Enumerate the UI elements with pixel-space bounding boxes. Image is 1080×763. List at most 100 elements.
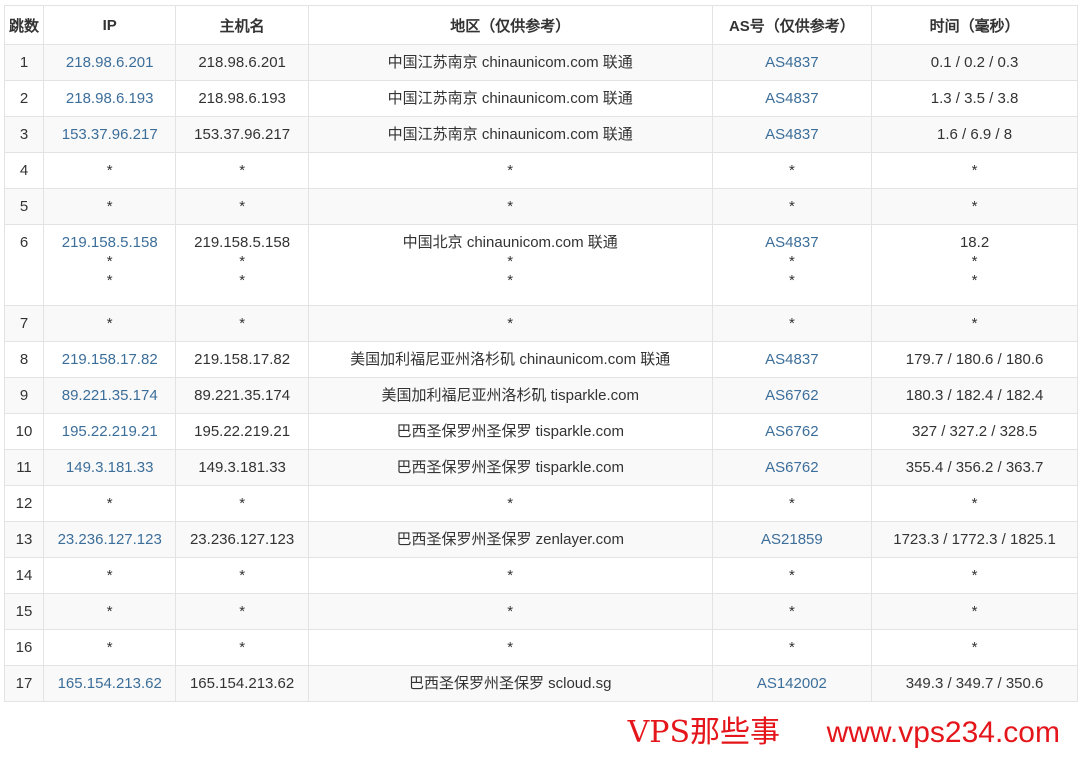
- as-value: *: [788, 603, 795, 620]
- ip-link[interactable]: 23.236.127.123: [57, 531, 162, 548]
- region-value: *: [507, 567, 514, 584]
- table-row: 4 * * * * *: [4, 152, 1078, 189]
- ip-link[interactable]: 149.3.181.33: [65, 459, 154, 476]
- time-cell: 327 / 327.2 / 328.5: [871, 413, 1078, 450]
- region-cell: *: [307, 152, 713, 189]
- region-cell: 美国加利福尼亚州洛杉矶 tisparkle.com: [307, 377, 713, 414]
- region-value: *: [507, 198, 514, 215]
- as-cell: *: [711, 188, 873, 225]
- as-link[interactable]: AS21859: [761, 531, 823, 548]
- table-row: 16 * * * * *: [4, 629, 1078, 666]
- as-link[interactable]: AS6762: [765, 459, 819, 476]
- ip-link[interactable]: 153.37.96.217: [61, 126, 158, 143]
- time-value: *: [971, 495, 978, 512]
- host-cell: *: [175, 593, 309, 630]
- time-value: 179.7 / 180.6 / 180.6: [905, 351, 1044, 368]
- hop-cell: 15: [4, 593, 44, 630]
- hop-cell: 14: [4, 557, 44, 594]
- watermark-url: www.vps234.com: [826, 716, 1060, 749]
- ip-link[interactable]: 218.98.6.193: [65, 90, 154, 107]
- as-link[interactable]: AS4837: [765, 234, 819, 251]
- as-link[interactable]: AS4837: [765, 126, 819, 143]
- as-value: *: [788, 495, 795, 512]
- host-value: *: [239, 567, 246, 584]
- watermark-logo: VPS那些事: [627, 715, 780, 750]
- ip-value: *: [106, 603, 113, 620]
- host-value: 149.3.181.33: [198, 459, 286, 476]
- host-value: *: [239, 162, 246, 179]
- as-value: *: [788, 162, 795, 179]
- ip-cell: 153.37.96.217: [42, 116, 177, 153]
- time-value: 355.4 / 356.2 / 363.7: [905, 459, 1044, 476]
- host-value: 23.236.127.123: [189, 531, 295, 548]
- host-cell: 153.37.96.217: [175, 116, 309, 153]
- as-link[interactable]: AS4837: [765, 54, 819, 71]
- time-cell: *: [871, 188, 1078, 225]
- table-row: 3 153.37.96.217 153.37.96.217 中国江苏南京 chinau…: [4, 116, 1078, 153]
- as-link[interactable]: AS6762: [765, 423, 819, 440]
- as-link[interactable]: AS6762: [765, 387, 819, 404]
- table-row: 9 89.221.35.174 89.221.35.174 美国加利福尼亚州洛杉矶 t…: [4, 377, 1078, 414]
- header-time: 时间（毫秒）: [871, 5, 1078, 45]
- ip-value: *: [106, 162, 113, 179]
- host-cell: 149.3.181.33: [175, 449, 309, 486]
- region-cell: 巴西圣保罗州圣保罗 tisparkle.com: [307, 449, 713, 486]
- ip-cell: 165.154.213.62: [42, 665, 177, 702]
- hop-cell: 2: [4, 80, 44, 117]
- hop-cell: 3: [4, 116, 44, 153]
- region-cell: 美国加利福尼亚州洛杉矶 chinaunicom.com 联通: [307, 341, 713, 378]
- time-cell: 180.3 / 182.4 / 182.4: [871, 377, 1078, 414]
- host-value: 153.37.96.217: [194, 126, 291, 143]
- time-cell: *: [871, 629, 1078, 666]
- ip-value: *: [106, 198, 113, 215]
- ip-link[interactable]: 218.98.6.201: [65, 54, 154, 71]
- as-link[interactable]: AS142002: [756, 675, 827, 692]
- ip-cell: 89.221.35.174: [42, 377, 177, 414]
- hop-cell: 11: [4, 449, 44, 486]
- host-value: *: [239, 495, 246, 512]
- header-hostname: 主机名: [175, 5, 309, 45]
- as-cell: *: [711, 305, 873, 342]
- time-value: 327 / 327.2 / 328.5: [912, 423, 1038, 440]
- host-value: *: [239, 272, 246, 289]
- as-cell: AS6762: [711, 449, 873, 486]
- region-value: 巴西圣保罗州圣保罗 scloud.sg: [408, 675, 612, 692]
- as-link[interactable]: AS4837: [765, 90, 819, 107]
- host-cell: *: [175, 485, 309, 522]
- time-value: 1723.3 / 1772.3 / 1825.1: [893, 531, 1056, 548]
- time-value: 18.2: [959, 234, 990, 251]
- header-hop: 跳数: [4, 5, 44, 45]
- ip-value: *: [106, 272, 113, 289]
- as-cell: AS21859: [711, 521, 873, 558]
- hop-cell: 8: [4, 341, 44, 378]
- region-cell: 中国江苏南京 chinaunicom.com 联通: [307, 44, 713, 81]
- host-value: 218.98.6.201: [198, 54, 286, 71]
- ip-link[interactable]: 165.154.213.62: [57, 675, 162, 692]
- host-value: *: [239, 603, 246, 620]
- ip-cell: *: [42, 188, 177, 225]
- time-cell: 179.7 / 180.6 / 180.6: [871, 341, 1078, 378]
- region-cell: *: [307, 557, 713, 594]
- as-link[interactable]: AS4837: [765, 351, 819, 368]
- as-value: *: [788, 315, 795, 332]
- hop-cell: 6: [4, 224, 44, 306]
- ip-link[interactable]: 219.158.17.82: [61, 351, 158, 368]
- ip-link[interactable]: 89.221.35.174: [61, 387, 158, 404]
- host-cell: *: [175, 188, 309, 225]
- hop-cell: 4: [4, 152, 44, 189]
- time-value: *: [971, 639, 978, 656]
- header-as: AS号（仅供参考）: [711, 5, 873, 45]
- host-value: *: [239, 253, 246, 270]
- hop-cell: 1: [4, 44, 44, 81]
- as-cell: AS6762: [711, 413, 873, 450]
- as-cell: *: [711, 629, 873, 666]
- host-cell: 195.22.219.21: [175, 413, 309, 450]
- time-value: 1.6 / 6.9 / 8: [937, 126, 1013, 143]
- as-value: *: [788, 567, 795, 584]
- region-value: *: [507, 495, 514, 512]
- ip-link[interactable]: 195.22.219.21: [61, 423, 158, 440]
- ip-link[interactable]: 219.158.5.158: [61, 234, 158, 251]
- host-cell: 89.221.35.174: [175, 377, 309, 414]
- ip-cell: 219.158.17.82: [42, 341, 177, 378]
- host-cell: 219.158.5.158 * *: [175, 224, 309, 306]
